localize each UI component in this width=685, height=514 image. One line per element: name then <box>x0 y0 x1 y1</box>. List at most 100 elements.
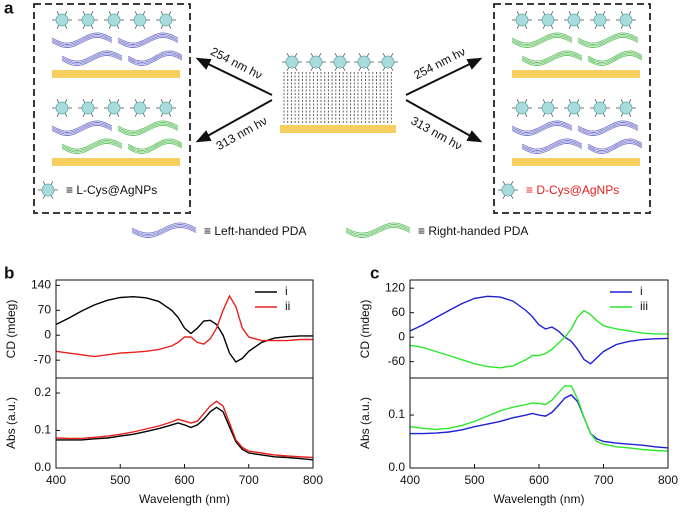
pda-strand <box>345 227 411 238</box>
pda-strand <box>577 123 639 135</box>
pda-strand <box>131 222 197 234</box>
pda-strand <box>127 143 183 154</box>
x-tick-label: 700 <box>593 473 613 487</box>
nanoparticle <box>333 55 347 69</box>
pda-strand <box>127 50 183 62</box>
panel-label: c <box>370 263 379 282</box>
nanoparticle <box>593 101 607 115</box>
line-series <box>55 400 314 459</box>
pda-strand <box>511 120 573 132</box>
pda-strand <box>61 53 123 65</box>
legend-text: ≡ Right-handed PDA <box>418 224 528 238</box>
y-tick-label: 0.0 <box>388 460 405 474</box>
nanoparticle <box>159 13 173 27</box>
pda-strand <box>521 50 583 62</box>
substrate <box>512 70 640 78</box>
line-series <box>56 406 314 461</box>
y-tick-label: 0.2 <box>34 385 51 399</box>
nanoparticle <box>357 55 371 69</box>
arrow-head <box>195 57 212 70</box>
pda-strand <box>587 138 643 150</box>
pda-strand <box>51 37 113 48</box>
pda-strand <box>51 122 113 133</box>
pda-strand <box>61 143 123 154</box>
arrow-label: 313 nm hν <box>214 114 270 153</box>
nanoparticle <box>159 101 173 115</box>
x-tick-label: 700 <box>239 473 259 487</box>
pda-strand <box>511 34 573 45</box>
pda-strand <box>127 52 183 63</box>
arrow-head <box>466 130 483 143</box>
panel-label: b <box>4 263 14 282</box>
substrate <box>52 70 180 78</box>
pda-strand <box>51 32 113 44</box>
pda-strand <box>345 224 411 235</box>
y-tick-label: 60 <box>392 305 406 319</box>
nanoparticle <box>41 183 55 197</box>
x-tick-label: 500 <box>110 473 130 487</box>
arrow <box>405 99 477 140</box>
nanoparticle <box>515 13 529 27</box>
pda-strand <box>511 122 573 133</box>
nanoparticle <box>81 13 95 27</box>
x-tick-label: 600 <box>174 473 194 487</box>
nanoparticle <box>309 55 323 69</box>
x-tick-label: 400 <box>400 473 420 487</box>
line-series <box>409 309 668 369</box>
pda-strand <box>51 35 113 47</box>
pda-strand <box>521 52 583 63</box>
y-tick-label: 0.0 <box>34 460 51 474</box>
nanoparticle <box>515 101 529 115</box>
dashed-box <box>493 3 651 214</box>
pda-strand <box>127 55 183 66</box>
pda-strand <box>577 34 639 45</box>
pda-strand <box>577 32 639 44</box>
pda-strand <box>587 143 643 154</box>
x-axis-label: Wavelength (nm) <box>494 492 585 506</box>
pda-strand <box>117 37 179 48</box>
pda-strand <box>61 138 123 150</box>
arrow <box>405 60 477 96</box>
line-series <box>55 295 313 363</box>
y-tick-label: 120 <box>385 280 405 294</box>
line-series <box>55 294 313 358</box>
x-axis-label: Wavelength (nm) <box>139 492 230 506</box>
arrow-label: 313 nm hν <box>408 114 464 153</box>
arrows <box>195 57 483 143</box>
pda-strand <box>511 32 573 44</box>
y-tick-label: -70 <box>34 352 52 366</box>
legend-text: ≡ L-Cys@AgNPs <box>66 183 157 197</box>
line-series <box>410 394 669 449</box>
pda-strand <box>521 141 583 153</box>
pda-strand <box>117 122 179 133</box>
pda-strand <box>577 37 639 48</box>
x-tick-label: 500 <box>464 473 484 487</box>
nanoparticle <box>81 101 95 115</box>
y-tick-label: 70 <box>38 302 52 316</box>
pda-strand <box>577 120 639 132</box>
legend-label: iii <box>640 299 648 313</box>
legend-label: i <box>285 284 288 298</box>
nanoparticle <box>55 13 69 27</box>
x-tick-label: 800 <box>303 473 323 487</box>
pda-strand <box>61 52 123 63</box>
pda-strand <box>511 35 573 47</box>
pda-strand <box>127 141 183 153</box>
y-tick-label: -60 <box>388 354 406 368</box>
pda-strand <box>577 125 639 136</box>
pda-strand <box>51 34 113 45</box>
x-tick-label: 600 <box>529 473 549 487</box>
nanoparticle <box>133 13 147 27</box>
pda-strand <box>511 125 573 136</box>
substrate <box>280 125 396 133</box>
nanoparticle <box>567 13 581 27</box>
pda-strand <box>521 143 583 154</box>
line-series <box>409 295 669 365</box>
pda-strand <box>117 120 179 132</box>
pda-strand <box>51 125 113 136</box>
nanoparticle <box>593 13 607 27</box>
y-tick-label: 0 <box>44 327 51 341</box>
pda-strand <box>117 32 179 44</box>
nanoparticle <box>107 13 121 27</box>
